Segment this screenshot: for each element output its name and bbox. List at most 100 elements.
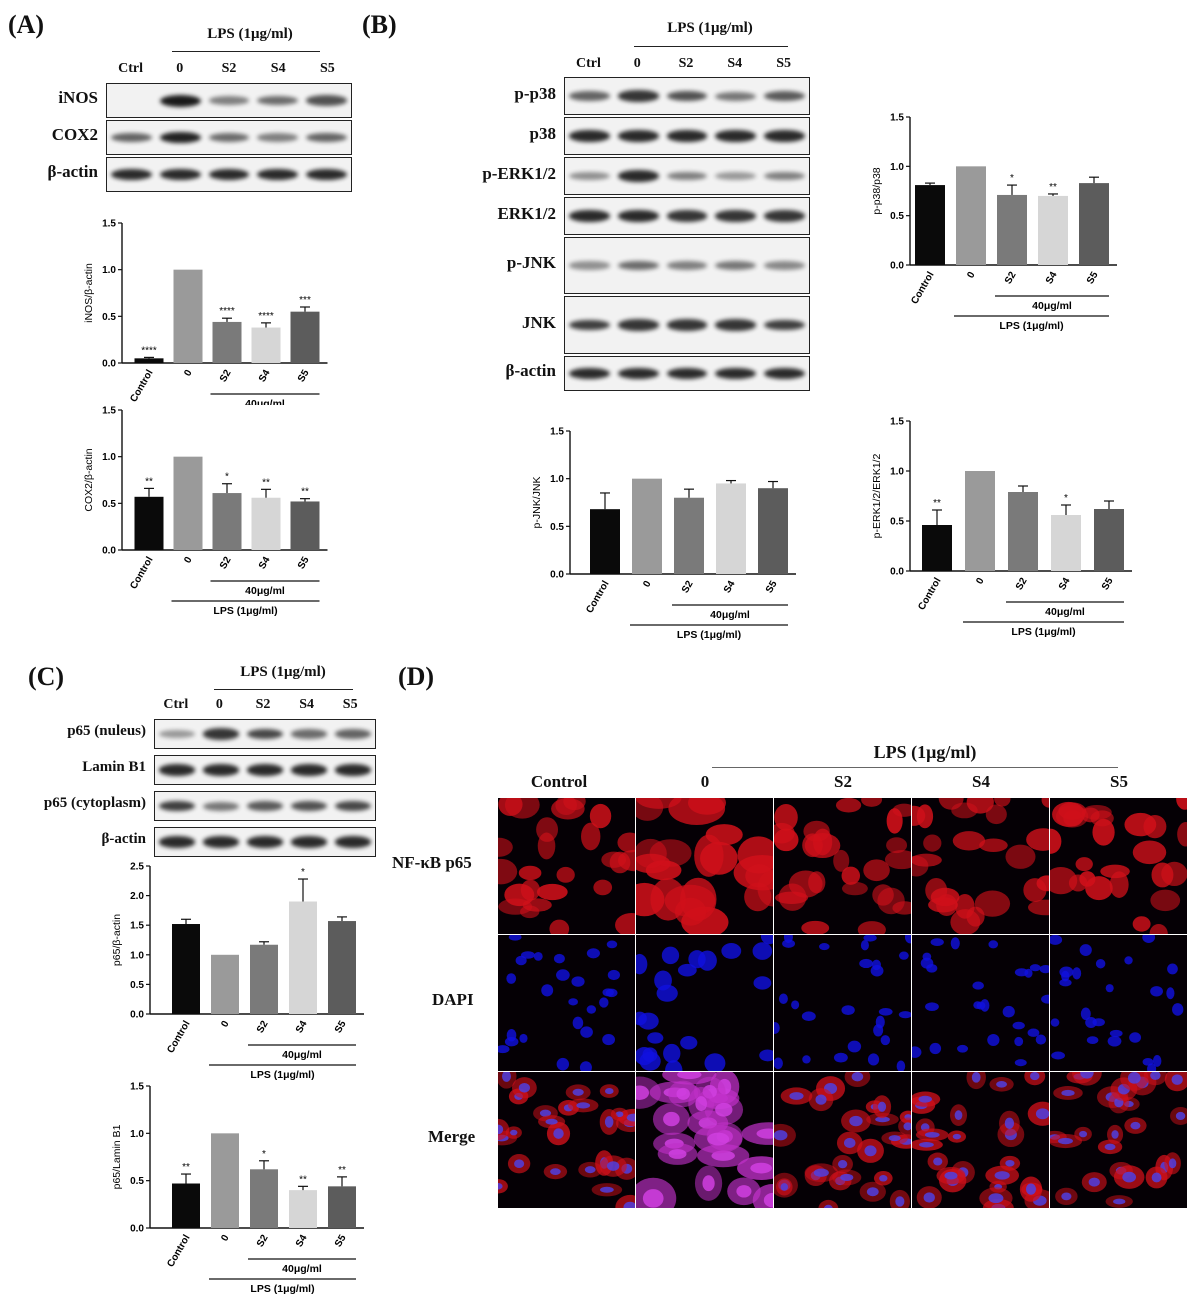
blot-row-label: iNOS [58, 88, 98, 108]
if-cell-blob [759, 1049, 773, 1062]
blot-band [158, 764, 196, 776]
blot-row-label: p65 (nuleus) [67, 723, 146, 740]
if-cell-blob [680, 1036, 698, 1050]
bar-0 [173, 269, 203, 363]
if-cell-blob [1124, 812, 1157, 837]
if-nucleus [518, 1083, 530, 1093]
if-nucleus [1151, 1172, 1162, 1183]
if-cell-blob [1129, 1032, 1142, 1043]
if-image-1-0 [498, 935, 635, 1071]
if-cell-blob [972, 981, 984, 990]
blot-band [257, 133, 299, 142]
blot-row-label: β-actin [505, 361, 556, 381]
panel-c-lanes: Ctrl 0 S2 S4 S5 [154, 697, 372, 717]
if-nucleus [1061, 1089, 1075, 1097]
blot-row-label: COX2 [51, 125, 98, 145]
if-cell-blob [920, 957, 934, 969]
if-cell-blob [1142, 935, 1156, 943]
panel-b-lanes: Ctrl 0 S2 S4 S5 [564, 56, 808, 76]
blot-band [290, 836, 328, 848]
if-cell-blob [753, 976, 772, 990]
bar-control [172, 1183, 200, 1228]
if-image-2-4 [1050, 1072, 1187, 1208]
if-cell-blob [752, 942, 773, 960]
if-cell-blob [586, 1005, 597, 1014]
y-tick-label: 1.0 [890, 467, 904, 478]
blot-band [306, 132, 348, 143]
if-column-label: S2 [834, 772, 852, 791]
if-cell-blob [841, 866, 861, 885]
if-nucleus [864, 1145, 877, 1157]
if-cell-blob [498, 837, 513, 857]
if-nucleus [576, 1102, 591, 1109]
y-tick-label: 1.5 [102, 219, 116, 230]
x-tick-label: S5 [764, 579, 780, 595]
if-cell-blob [520, 905, 540, 919]
if-cell-blob [498, 858, 518, 885]
if-cell-blob [860, 939, 869, 951]
if-nucleus [514, 1159, 525, 1169]
blot-row-label: p-JNK [506, 253, 556, 273]
if-cell-blob [674, 897, 707, 926]
if-cell-blob [498, 1118, 510, 1141]
lane-label: S4 [270, 61, 286, 76]
y-tick-label: 1.0 [102, 265, 116, 276]
if-cell-blob [878, 1007, 893, 1016]
bar-s4 [289, 1190, 317, 1228]
y-tick-label: 2.5 [130, 862, 144, 873]
if-cell-blob [636, 1011, 647, 1026]
if-cell-blob [778, 993, 788, 1005]
if-nucleus [539, 1109, 552, 1117]
blot-strip [106, 83, 352, 118]
blot-band [666, 171, 708, 181]
blot-band [666, 210, 708, 222]
if-cells-drawing [498, 935, 620, 1071]
if-nucleus [750, 1162, 772, 1174]
x-tick-label: 0 [182, 368, 195, 379]
if-cells-drawing [774, 935, 911, 1071]
y-tick-label: 0.5 [130, 980, 144, 991]
if-cell-blob [615, 913, 635, 934]
bar-s5 [290, 311, 320, 363]
if-image-2-3 [912, 1072, 1049, 1208]
if-nucleus [498, 1183, 503, 1190]
if-image-0-2 [774, 798, 911, 934]
if-cell-blob [808, 871, 826, 894]
y-axis-label: p65/β-actin [111, 914, 123, 966]
if-nucleus [895, 1196, 905, 1207]
if-cell-blob [571, 976, 585, 987]
lane-label: Ctrl [575, 56, 601, 71]
blot-band [290, 729, 328, 739]
if-cell-blob [1085, 1017, 1097, 1028]
y-tick-label: 0.5 [130, 1176, 144, 1187]
if-cell-blob [1072, 967, 1082, 980]
y-tick-label: 0.0 [130, 1224, 144, 1235]
if-cells-drawing [912, 937, 1049, 1067]
if-cell-blob [697, 950, 717, 971]
if-nucleus [879, 1174, 888, 1182]
blot-strip [154, 719, 376, 749]
y-tick-label: 0.0 [102, 546, 116, 557]
group-label: 40μg/ml [1045, 606, 1085, 618]
bar-s4 [251, 497, 281, 550]
y-tick-label: 1.0 [130, 950, 144, 961]
if-nucleus [604, 1116, 614, 1128]
if-nucleus [642, 1189, 664, 1208]
if-nucleus [501, 1072, 512, 1082]
x-tick-label: S2 [255, 1019, 271, 1035]
panel-a-letter: (A) [8, 10, 45, 39]
if-nucleus [763, 1192, 773, 1208]
y-axis-label: p-JNK/JNK [531, 477, 543, 529]
if-cell-blob [1150, 986, 1163, 997]
if-nucleus [875, 1116, 890, 1123]
blot-strip [154, 755, 376, 785]
if-row-label: NF-κB p65 [392, 852, 472, 872]
blot-band [208, 96, 250, 105]
lane-label: 0 [215, 697, 223, 712]
if-cell-blob [599, 997, 609, 1008]
if-cell-blob [636, 953, 648, 975]
if-nucleus [851, 1072, 864, 1082]
if-cell-blob [886, 837, 908, 854]
if-cell-blob [593, 879, 613, 896]
blot-band [617, 260, 659, 271]
